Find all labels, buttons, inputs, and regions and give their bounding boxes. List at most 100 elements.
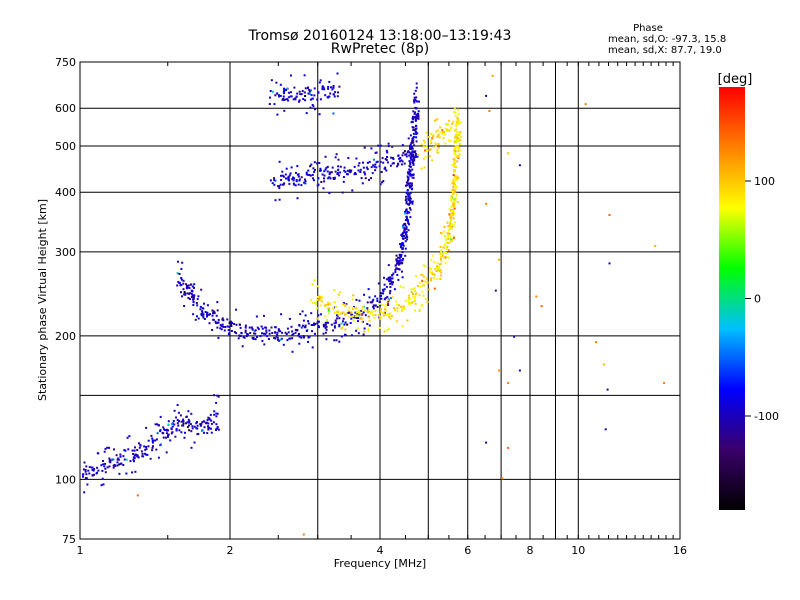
echo-point bbox=[407, 229, 410, 232]
echo-point bbox=[450, 227, 453, 230]
echo-point bbox=[397, 256, 399, 259]
echo-point bbox=[438, 263, 441, 266]
echo-point bbox=[265, 329, 268, 332]
echo-point bbox=[383, 298, 386, 301]
echo-point bbox=[265, 331, 268, 334]
echo-point bbox=[91, 469, 94, 471]
echo-point bbox=[228, 332, 231, 335]
echo-point bbox=[340, 327, 343, 330]
echo-point bbox=[104, 467, 107, 470]
echo-point bbox=[295, 95, 298, 98]
echo-point bbox=[297, 183, 300, 186]
echo-point bbox=[206, 313, 208, 316]
echo-point bbox=[448, 119, 450, 122]
echo-point bbox=[425, 131, 428, 134]
echo-point bbox=[376, 300, 379, 302]
echo-point bbox=[417, 112, 420, 115]
echo-point bbox=[428, 155, 431, 158]
colorbar-tick-label: 100 bbox=[754, 175, 775, 188]
echo-point bbox=[454, 129, 457, 132]
echo-point bbox=[208, 426, 211, 429]
echo-point bbox=[207, 422, 210, 425]
echo-point bbox=[436, 151, 439, 154]
echo-point bbox=[226, 325, 229, 328]
echo-point bbox=[384, 166, 387, 169]
echo-point bbox=[370, 177, 372, 180]
echo-point bbox=[326, 165, 329, 168]
echo-point bbox=[380, 297, 383, 300]
echo-point bbox=[429, 139, 432, 142]
echo-point bbox=[404, 224, 407, 227]
echo-point bbox=[422, 139, 425, 142]
echo-point bbox=[453, 169, 456, 172]
echo-point bbox=[429, 267, 431, 270]
echo-point bbox=[406, 211, 409, 213]
echo-point bbox=[216, 394, 219, 397]
echo-point bbox=[321, 173, 324, 176]
echo-point bbox=[311, 283, 314, 286]
echo-point bbox=[228, 322, 231, 325]
echo-point bbox=[364, 309, 367, 312]
echo-point bbox=[406, 198, 409, 201]
echo-point bbox=[301, 90, 304, 93]
echo-point bbox=[164, 429, 167, 432]
echo-point bbox=[435, 265, 438, 268]
echo-point bbox=[450, 126, 453, 129]
echo-point bbox=[408, 302, 411, 305]
echo-point bbox=[369, 301, 372, 304]
echo-point bbox=[407, 178, 410, 181]
echo-point bbox=[187, 418, 190, 421]
echo-point bbox=[213, 413, 216, 416]
echo-point bbox=[336, 72, 339, 75]
echo-point bbox=[414, 129, 417, 132]
echo-point bbox=[367, 329, 370, 332]
echo-point bbox=[298, 332, 300, 335]
echo-point bbox=[182, 424, 185, 427]
echo-point bbox=[200, 314, 203, 317]
echo-point bbox=[415, 96, 418, 99]
echo-point bbox=[398, 268, 401, 271]
echo-point bbox=[164, 436, 167, 439]
echo-point bbox=[392, 158, 395, 160]
echo-point bbox=[190, 430, 193, 433]
echo-point bbox=[381, 157, 384, 160]
echo-point bbox=[402, 257, 405, 260]
echo-point bbox=[334, 319, 337, 322]
echo-point bbox=[398, 157, 401, 160]
echo-point bbox=[397, 263, 400, 266]
echo-point bbox=[421, 280, 424, 283]
echo-point bbox=[392, 156, 394, 159]
echo-point bbox=[323, 324, 326, 327]
echo-point bbox=[352, 306, 355, 309]
echo-point bbox=[354, 172, 357, 174]
echo-point bbox=[414, 111, 417, 114]
echo-point bbox=[432, 146, 435, 149]
noise-point bbox=[518, 164, 521, 167]
echo-point bbox=[302, 319, 305, 322]
echo-point bbox=[414, 99, 416, 102]
echo-point bbox=[409, 165, 412, 168]
echo-point bbox=[411, 137, 414, 140]
echo-point bbox=[376, 297, 379, 300]
echo-point bbox=[308, 90, 311, 93]
echo-point bbox=[410, 121, 413, 124]
echo-point bbox=[287, 99, 290, 102]
echo-point bbox=[404, 219, 407, 221]
echo-point bbox=[154, 423, 157, 426]
echo-point bbox=[141, 452, 144, 455]
echo-point bbox=[335, 339, 338, 342]
echo-point bbox=[289, 337, 292, 340]
echo-point bbox=[395, 259, 398, 262]
echo-point bbox=[264, 326, 267, 329]
echo-point bbox=[368, 178, 370, 181]
echo-point bbox=[101, 469, 104, 472]
echo-point bbox=[442, 246, 445, 249]
echo-point bbox=[324, 155, 327, 158]
echo-point bbox=[323, 177, 325, 180]
echo-point bbox=[417, 153, 419, 156]
echo-point bbox=[151, 441, 154, 444]
echo-point bbox=[333, 326, 336, 329]
echo-point bbox=[449, 223, 452, 226]
echo-point bbox=[276, 336, 279, 339]
echo-point bbox=[414, 156, 417, 158]
